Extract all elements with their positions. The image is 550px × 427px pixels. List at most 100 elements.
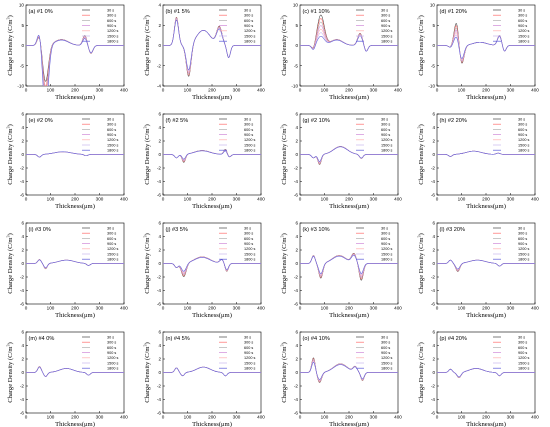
- legend-entry: 1500 s: [244, 34, 256, 38]
- legend-entry: 1200 s: [518, 138, 530, 142]
- x-tick-label: 0: [162, 306, 165, 311]
- y-tick-label: 6: [158, 112, 161, 117]
- panel-label: (l) #3 20%: [440, 227, 466, 233]
- y-tick-label: -6: [20, 193, 25, 198]
- legend-entry: 1200 s: [107, 247, 119, 251]
- y-tick-label: -6: [431, 411, 436, 416]
- y-tick-label: -4: [20, 397, 25, 402]
- x-tick-label: 400: [257, 88, 265, 93]
- x-tick-label: 300: [233, 306, 241, 311]
- x-tick-label: 100: [321, 306, 329, 311]
- x-axis-title: Thickness(μm): [329, 312, 369, 319]
- y-axis-title: Charge Density (C/m3): [417, 342, 425, 403]
- x-axis-title: Thickness(μm): [55, 421, 95, 427]
- x-tick-label: 200: [345, 306, 353, 311]
- y-tick-label: 5: [21, 23, 24, 28]
- legend-entry: 1800 s: [244, 40, 256, 44]
- y-tick-label: 4: [432, 343, 435, 348]
- y-axis-title: Charge Density (C/m3): [280, 124, 288, 185]
- y-tick-label: 6: [21, 112, 24, 117]
- legend-entry: 300 s: [107, 123, 116, 127]
- panel-label: (g) #2 10%: [303, 118, 330, 124]
- panel-label: (f) #2 5%: [166, 118, 189, 124]
- x-axis-title: Thickness(μm): [329, 203, 369, 210]
- y-tick-label: 0: [432, 152, 435, 157]
- series-line: [300, 35, 398, 52]
- x-tick-label: 400: [120, 415, 128, 420]
- y-tick-label: 0: [21, 43, 24, 48]
- y-tick-label: -5: [20, 63, 25, 68]
- x-tick-label: 200: [482, 415, 490, 420]
- legend-entry: 30 s: [518, 226, 525, 230]
- chart-panel: 0 100 200 300 400 -4 -2 0 2 4 (b) #1 5% 30 s 300 s60…: [143, 3, 266, 101]
- x-tick-label: 0: [436, 306, 439, 311]
- legend-entry: 600 s: [381, 19, 390, 23]
- legend-entry: 1200 s: [244, 29, 256, 33]
- legend-entry: 1800 s: [381, 258, 393, 262]
- legend-entry: 1800 s: [244, 367, 256, 371]
- y-tick-label: 6: [21, 221, 24, 226]
- y-tick-label: 6: [295, 112, 298, 117]
- x-tick-label: 300: [370, 415, 378, 420]
- y-tick-label: -6: [431, 302, 436, 307]
- y-tick-label: 0: [21, 152, 24, 157]
- y-tick-label: -2: [294, 384, 299, 389]
- legend-entry: 900 s: [518, 242, 527, 246]
- x-tick-label: 0: [25, 88, 28, 93]
- y-tick-label: 0: [295, 152, 298, 157]
- y-tick-label: 6: [295, 330, 298, 335]
- legend-entry: 1500 s: [518, 143, 530, 147]
- legend-entry: 600 s: [244, 128, 253, 132]
- y-tick-label: -4: [157, 84, 162, 89]
- x-tick-label: 100: [458, 415, 466, 420]
- x-tick-label: 300: [370, 197, 378, 202]
- y-tick-label: 10: [430, 3, 436, 8]
- legend-entry: 1500 s: [107, 252, 119, 256]
- x-tick-label: 400: [531, 306, 539, 311]
- legend-entry: 600 s: [107, 346, 116, 350]
- x-axis-title: Thickness(μm): [192, 421, 232, 427]
- y-axis-title: Charge Density (C/m3): [280, 233, 288, 294]
- x-axis-title: Thickness(μm): [329, 421, 369, 427]
- x-tick-label: 400: [531, 88, 539, 93]
- y-tick-label: 4: [158, 234, 161, 239]
- y-tick-label: 0: [432, 370, 435, 375]
- legend-entry: 900 s: [244, 24, 253, 28]
- legend-entry: 300 s: [244, 232, 253, 236]
- legend-entry: 1800 s: [107, 367, 119, 371]
- series-line: [437, 150, 535, 157]
- y-tick-label: 2: [432, 357, 435, 362]
- legend-entry: 900 s: [381, 242, 390, 246]
- y-tick-label: 0: [158, 43, 161, 48]
- legend-entry: 1800 s: [518, 40, 530, 44]
- x-tick-label: 200: [71, 415, 79, 420]
- y-tick-label: 0: [158, 261, 161, 266]
- y-tick-label: 4: [21, 234, 24, 239]
- x-axis-title: Thickness(μm): [192, 203, 232, 210]
- x-tick-label: 200: [71, 306, 79, 311]
- x-tick-label: 100: [184, 306, 192, 311]
- legend-entry: 1200 s: [381, 247, 393, 251]
- x-tick-label: 300: [507, 197, 515, 202]
- legend-entry: 1500 s: [518, 361, 530, 365]
- panel-label: (j) #3 5%: [166, 227, 188, 233]
- y-tick-label: 5: [432, 23, 435, 28]
- legend-entry: 30 s: [107, 226, 114, 230]
- legend-entry: 30 s: [107, 117, 114, 121]
- legend-entry: 1800 s: [107, 149, 119, 153]
- x-tick-label: 300: [507, 306, 515, 311]
- legend-entry: 300 s: [107, 232, 116, 236]
- legend-entry: 300 s: [244, 14, 253, 18]
- chart-panel: 0 100 200 300 400 -6 -4 -2 0 2 4 6 (i) #3 0% 30 s 300 …: [6, 221, 129, 319]
- y-tick-label: -4: [294, 397, 299, 402]
- legend-entry: 1200 s: [518, 247, 530, 251]
- y-tick-label: 4: [295, 125, 298, 130]
- y-axis-title: Charge Density (C/m3): [417, 124, 425, 185]
- x-tick-label: 400: [257, 306, 265, 311]
- chart-panel: 0 100 200 300 400 -6 -4 -2 0 2 4 6 (g) #2 10% 30 s 300…: [280, 112, 403, 210]
- y-tick-label: 4: [432, 234, 435, 239]
- x-tick-label: 200: [482, 306, 490, 311]
- y-tick-label: 2: [432, 248, 435, 253]
- legend-entry: 30 s: [107, 8, 114, 12]
